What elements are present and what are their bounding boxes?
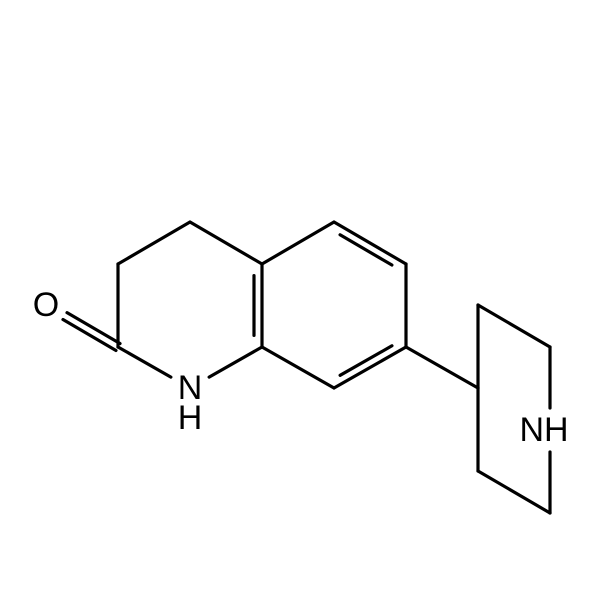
bond-line: [118, 347, 171, 377]
bond-line: [190, 222, 262, 264]
bond-line: [478, 471, 550, 513]
bond-line: [118, 222, 190, 264]
bond-line: [478, 305, 550, 347]
bond-line: [334, 222, 406, 264]
bond-line: [334, 347, 406, 388]
bond-line: [406, 347, 478, 388]
atom-label: O: [33, 286, 59, 324]
bond-line: [209, 347, 262, 377]
atom-label: NH: [519, 411, 568, 449]
molecule-diagram: ONHNH: [0, 0, 600, 600]
bond-line: [262, 347, 334, 388]
atom-label: H: [178, 399, 203, 437]
bond-line: [262, 222, 334, 264]
